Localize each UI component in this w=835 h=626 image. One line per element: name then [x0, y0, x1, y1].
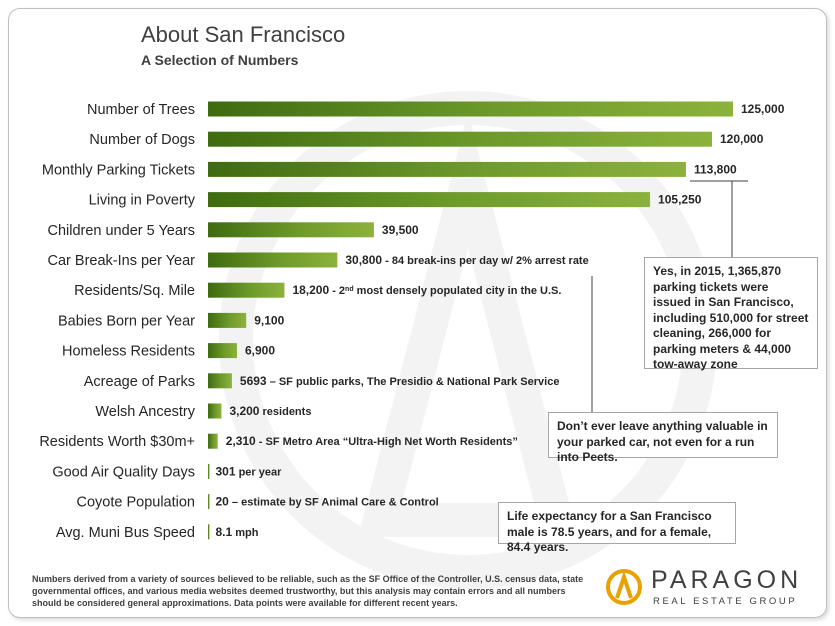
value-label: 20 – estimate by SF Animal Care & Contro… [216, 495, 439, 509]
value-note: - 2nd most densely populated city in the… [329, 285, 561, 297]
value-label: 18,200 - 2nd most densely populated city… [292, 283, 561, 297]
category-label: Residents/Sq. Mile [74, 283, 195, 299]
paragon-logo: PARAGON REAL ESTATE GROUP [603, 566, 813, 610]
value-label: 5693 – SF public parks, The Presidio & N… [240, 374, 560, 388]
value-note: – SF public parks, The Presidio & Nation… [267, 376, 560, 388]
bar [208, 463, 210, 479]
category-label: Monthly Parking Tickets [42, 162, 195, 178]
value-label: 6,900 [245, 344, 275, 358]
category-label: Car Break-Ins per Year [48, 253, 196, 269]
category-label: Babies Born per Year [58, 313, 195, 329]
value-label: 8.1 mph [216, 525, 259, 539]
value-label: 120,000 [720, 132, 764, 146]
page-subtitle: A Selection of Numbers [141, 52, 299, 68]
value-note: - SF Metro Area “Ultra-High Net Worth Re… [256, 436, 518, 448]
value-label: 3,200 residents [229, 404, 311, 418]
category-label: Good Air Quality Days [52, 464, 195, 480]
bar [208, 101, 733, 117]
value-label: 301 per year [216, 464, 283, 478]
category-label: Avg. Muni Bus Speed [56, 525, 195, 541]
bar [208, 343, 237, 359]
category-label: Homeless Residents [62, 344, 195, 360]
value-note: residents [259, 406, 311, 418]
category-label: Residents Worth $30m+ [39, 434, 195, 450]
bar [208, 131, 712, 147]
bar [208, 192, 651, 208]
value-label: 2,310 - SF Metro Area “Ultra-High Net Wo… [226, 434, 518, 448]
page-title: About San Francisco [141, 22, 346, 47]
bar [208, 282, 285, 298]
value-label: 30,800 - 84 break-ins per day w/ 2% arre… [345, 253, 588, 267]
bar [208, 312, 247, 328]
value-note: mph [232, 527, 259, 539]
value-label: 39,500 [382, 223, 419, 237]
footer-disclaimer: Numbers derived from a variety of source… [32, 574, 584, 608]
callout-breakins: Don’t ever leave anything valuable in yo… [548, 412, 778, 464]
paragon-a-icon [606, 569, 642, 605]
value-label: 9,100 [254, 313, 284, 327]
bar [208, 403, 222, 419]
category-label: Acreage of Parks [84, 374, 195, 390]
category-label: Welsh Ancestry [95, 404, 195, 420]
bar [208, 494, 210, 510]
category-label: Coyote Population [77, 495, 196, 511]
category-label: Children under 5 Years [47, 223, 195, 239]
category-label: Number of Dogs [89, 132, 195, 148]
bar [208, 161, 686, 177]
logo-tagline: REAL ESTATE GROUP [653, 596, 798, 607]
value-note: - 84 break-ins per day w/ 2% arrest rate [382, 255, 589, 267]
value-note: – estimate by SF Animal Care & Control [229, 497, 439, 509]
value-note: per year [236, 466, 283, 478]
bar [208, 373, 232, 389]
logo-name: PARAGON [651, 566, 803, 594]
category-label: Number of Trees [87, 102, 195, 118]
category-label: Living in Poverty [89, 193, 196, 209]
bar [208, 524, 210, 540]
callout-life-expectancy: Life expectancy for a San Francisco male… [498, 502, 736, 554]
value-label: 105,250 [658, 193, 702, 207]
bar [208, 433, 218, 449]
value-label: 125,000 [741, 102, 785, 116]
value-label: 113,800 [694, 162, 737, 176]
bar [208, 252, 338, 268]
callout-parking: Yes, in 2015, 1,365,870 parking tickets … [644, 257, 818, 371]
bar [208, 222, 374, 238]
